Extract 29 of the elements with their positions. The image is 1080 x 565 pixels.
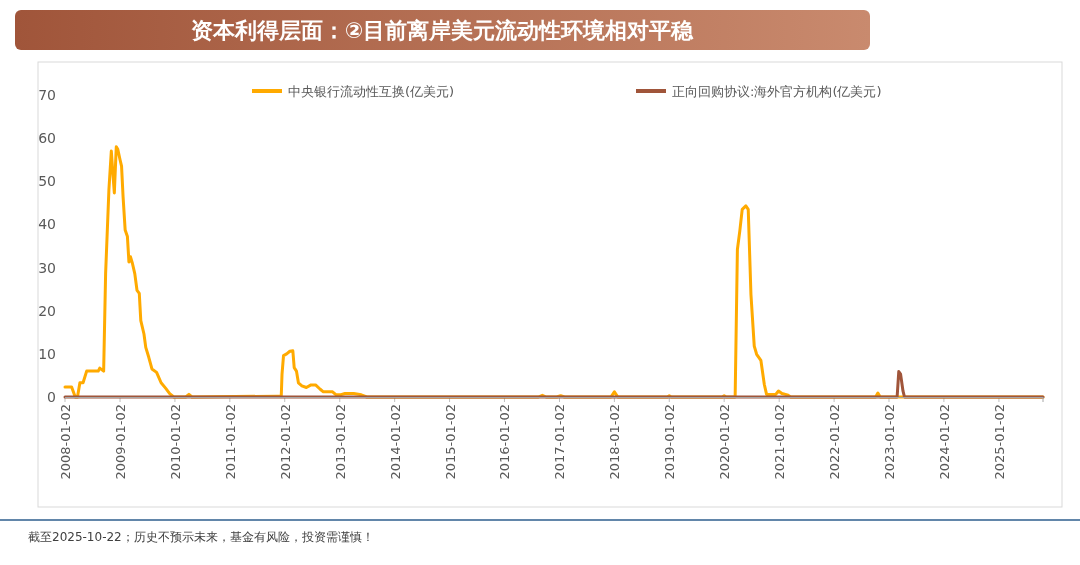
x-tick-label: 2008-01-02 (58, 404, 73, 480)
x-tick-label: 2022-01-02 (827, 404, 843, 480)
x-tick-label: 2017-01-02 (552, 404, 568, 480)
x-tick-label: 2021-01-02 (772, 404, 788, 480)
y-tick-label: 40 (38, 216, 56, 233)
y-tick-label: 60 (38, 130, 56, 147)
x-tick-label: 2024-01-02 (936, 404, 952, 480)
x-tick-label: 2025-01-02 (991, 404, 1007, 480)
x-tick-label: 2012-01-02 (277, 404, 293, 480)
x-tick-label: 2013-01-02 (332, 404, 348, 480)
text: 截至2025-10-22；历史不预示未来，基金有风险，投资需谨慎！ (28, 530, 374, 544)
legend-label: 中央银行流动性互换(亿美元) (288, 84, 455, 99)
x-tick-label: 2010-01-02 (167, 404, 183, 480)
chart-title: 资本利得层面：②目前离岸美元流动性环境相对平稳 (190, 18, 695, 43)
x-tick-label: 2020-01-02 (717, 404, 733, 480)
x-tick-label: 2019-01-02 (662, 404, 678, 480)
x-tick-label: 2023-01-02 (882, 404, 897, 480)
y-tick-label: 20 (38, 302, 56, 319)
x-tick-label: 2011-01-02 (222, 404, 238, 480)
x-tick-label: 2018-01-02 (607, 404, 623, 480)
y-tick-label: 50 (38, 173, 56, 190)
y-tick-label: 30 (38, 259, 56, 276)
y-tick-label: 0 (47, 389, 56, 405)
x-tick-label: 2016-01-02 (497, 404, 513, 480)
y-tick-label: 10 (38, 345, 56, 362)
x-tick-label: 2009-01-02 (113, 404, 129, 480)
x-tick-label: 2014-01-02 (387, 404, 403, 480)
x-tick-label: 2015-01-02 (442, 404, 458, 480)
y-tick-label: 70 (38, 87, 56, 103)
